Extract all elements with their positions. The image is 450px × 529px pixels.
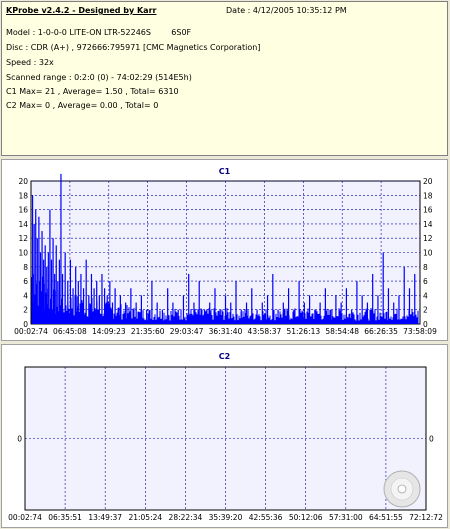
x-tick-label: 28:22:34 — [169, 513, 203, 522]
c2-stats: C2 Max= 0 , Average= 0.00 , Total= 0 — [6, 101, 159, 110]
y-tick-label-right: 0 — [423, 320, 428, 329]
x-tick-label: 06:45:08 — [53, 327, 87, 336]
y-tick-label-right: 6 — [423, 277, 428, 286]
y-tick-label: 4 — [23, 291, 28, 300]
x-tick-label: 58:54:48 — [325, 327, 359, 336]
y-tick-label-right: 0 — [429, 435, 434, 444]
c1-stats: C1 Max= 21 , Average= 1.50 , Total= 6310 — [6, 87, 179, 96]
y-tick-label-right: 14 — [423, 220, 433, 229]
drive-model: Model : 1-0-0-0 LITE-ON LTR-52246S 6S0F — [6, 28, 192, 37]
x-tick-label: 35:39:20 — [209, 513, 243, 522]
x-tick-label: 50:12:06 — [289, 513, 323, 522]
y-tick-label-right: 8 — [423, 263, 428, 272]
x-tick-label: 57:31:00 — [329, 513, 363, 522]
x-tick-label: 64:51:55 — [369, 513, 403, 522]
c2-chart-panel: C2 0 0 00:02:74 06:35:51 13:49:37 21:05:24 28:2… — [1, 344, 448, 528]
app-title: KProbe v2.4.2 - Designed by Karr — [6, 6, 157, 15]
scan-speed: Speed : 32x — [6, 58, 54, 67]
y-tick-label: 16 — [18, 206, 28, 215]
y-tick-label: 0 — [23, 320, 28, 329]
x-tick-label: 14:09:23 — [92, 327, 126, 336]
x-tick-label: 73:58:09 — [403, 327, 437, 336]
x-tick-label: 21:05:24 — [128, 513, 162, 522]
y-tick-label: 14 — [18, 220, 28, 229]
chart-title: C1 — [219, 167, 231, 176]
c1-chart: C1 0 0 2 2 4 4 6 6 8 8 10 10 12 12 14 14 16 16 18 18 20 20 00:0… — [14, 167, 437, 336]
panel-divider[interactable] — [0, 156, 450, 159]
x-tick-label: 06:35:51 — [48, 513, 82, 522]
disc-info: Disc : CDR (A+) , 972666:795971 [CMC Mag… — [6, 43, 261, 52]
c2-chart: C2 0 0 00:02:74 06:35:51 13:49:37 21:05:24 28:2… — [8, 352, 443, 522]
y-tick-label-right: 4 — [423, 291, 428, 300]
x-tick-label: 21:35:60 — [131, 327, 165, 336]
y-tick-label-right: 18 — [423, 191, 433, 200]
y-tick-label-right: 20 — [423, 177, 433, 186]
y-tick-label: 0 — [17, 435, 22, 444]
y-tick-label: 2 — [23, 306, 28, 315]
c1-bars — [31, 173, 419, 324]
disc-hole — [397, 484, 407, 494]
y-tick-label-right: 10 — [423, 249, 433, 258]
scan-date: Date : 4/12/2005 10:35:12 PM — [226, 6, 347, 15]
scanned-range: Scanned range : 0:2:0 (0) - 74:02:29 (51… — [6, 73, 192, 82]
y-tick-label: 18 — [18, 191, 28, 200]
y-tick-label-right: 12 — [423, 234, 433, 243]
disc-icon — [383, 470, 421, 508]
x-tick-label: 51:26:13 — [286, 327, 320, 336]
panel-divider-2[interactable] — [0, 341, 450, 344]
x-tick-label: 36:31:40 — [209, 327, 243, 336]
y-tick-label: 20 — [18, 177, 28, 186]
x-tick-label: 00:02:74 — [8, 513, 42, 522]
x-tick-label: 72:12:72 — [409, 513, 443, 522]
x-tick-label: 29:03:47 — [170, 327, 204, 336]
y-tick-label: 12 — [18, 234, 28, 243]
info-panel: KProbe v2.4.2 - Designed by Karr Date : … — [1, 1, 448, 156]
c1-chart-panel: C1 0 0 2 2 4 4 6 6 8 8 10 10 12 12 14 14 16 16 18 18 20 20 00:0… — [1, 159, 448, 341]
y-tick-label: 6 — [23, 277, 28, 286]
x-tick-label: 66:26:35 — [364, 327, 398, 336]
chart-title: C2 — [219, 352, 230, 361]
y-tick-label: 8 — [23, 263, 28, 272]
y-tick-label-right: 16 — [423, 206, 433, 215]
x-tick-label: 43:58:37 — [248, 327, 282, 336]
y-tick-label: 10 — [18, 249, 28, 258]
x-tick-label: 00:02:74 — [14, 327, 48, 336]
y-tick-label-right: 2 — [423, 306, 428, 315]
x-tick-label: 42:55:36 — [249, 513, 283, 522]
x-tick-label: 13:49:37 — [88, 513, 122, 522]
